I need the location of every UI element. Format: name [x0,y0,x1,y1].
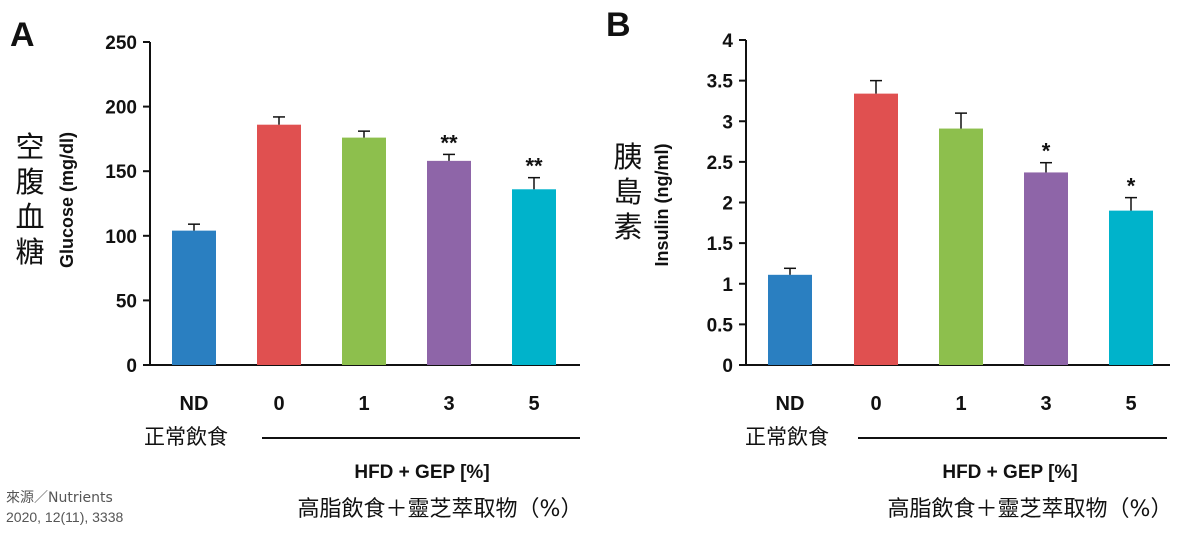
panel-b-hfd-gep-label: HFD + GEP [%] [942,462,1077,483]
panel-b-ylabel: Insulin (ng/ml) [652,144,672,267]
panel-b-y-tick-label: 3.5 [707,72,734,93]
panel-b-significance-label: * [1042,139,1051,164]
panel-b-ylabel-zh: 胰 島 素 [613,140,642,244]
panel-a-significance-label: ** [525,154,543,179]
panel-b-bar [854,93,898,365]
panel-b-y-tick-label: 3 [722,112,733,133]
panel-b-y-tick-label: 2.5 [707,153,734,174]
panel-a-chart: 0 50 100 150 200 250 ND 0 1 ** 3 ** 5 [105,33,580,415]
panel-a-ylabel-zh: 空 腹 血 糖 [15,130,44,269]
source-line-2: 2020, 12(11), 3338 [6,509,123,525]
panel-a-ylabel-zh-char: 血 [15,200,44,234]
panel-a-normal-diet-label: 正常飲食 [144,425,228,449]
panel-b-ylabel-zh-char: 素 [613,210,642,244]
panel-a-bar [257,124,301,365]
panel-a-bar [427,160,471,365]
panel-a-ylabel: Glucose (mg/dl) [57,132,77,268]
panel-b-category-label: 5 [1125,393,1136,415]
panel-a-bar [342,137,386,365]
panel-a-y-tick-label: 0 [126,356,137,377]
panel-a-y-tick-label: 250 [105,33,137,54]
panel-b-category-label: ND [776,393,805,415]
panel-a-y-tick-label: 50 [116,291,137,312]
panel-b-bar [1109,210,1153,365]
panel-a-category-label: ND [180,393,209,415]
panel-a-ylabel-zh-char: 腹 [15,165,44,199]
panel-b-bar [1024,172,1068,365]
panel-b-y-tick-label: 1 [722,275,733,296]
panel-a-y-tick-label: 100 [105,227,137,248]
panel-b-y-tick-label: 2 [722,194,733,215]
panel-b-bar [939,128,983,365]
source-line-1: 來源／Nutrients [6,490,113,506]
panel-b-category-label: 3 [1040,393,1051,415]
panel-a-bar [172,230,216,365]
panel-b-y-tick-label: 0 [722,356,733,377]
panel-b-normal-diet-label: 正常飲食 [745,425,829,449]
panel-a-category-label: 3 [443,393,454,415]
panel-b-y-tick-label: 4 [722,31,733,52]
panel-b-hfd-gep-zh-label: 高脂飲食＋靈芝萃取物（%） [888,497,1173,522]
panel-a-category-label: 1 [358,393,369,415]
panel-a-hfd-gep-zh-label: 高脂飲食＋靈芝萃取物（%） [298,497,583,522]
panel-b-ylabel-zh-char: 胰 [613,140,642,174]
panel-b-letter: B [606,6,631,44]
panel-a-y-tick-label: 200 [105,98,137,119]
panel-a-ylabel-zh-char: 糖 [15,235,44,269]
panel-a-bar [512,189,556,365]
panel-a-letter: A [10,16,35,54]
panel-a-y-tick-label: 150 [105,162,137,183]
panel-b-chart: 0 0.5 1 1.5 2 2.5 3 3.5 4 ND 0 1 * 3 * 5 [707,31,1170,415]
panel-a-hfd-gep-label: HFD + GEP [%] [354,462,489,483]
panel-b-significance-label: * [1127,174,1136,199]
panel-b-category-label: 1 [955,393,966,415]
panel-b-category-label: 0 [870,393,881,415]
panel-a-category-label: 5 [528,393,539,415]
panel-b-y-tick-label: 0.5 [707,315,734,336]
panel-a-significance-label: ** [440,130,458,155]
panel-b-y-tick-label: 1.5 [707,234,734,255]
panel-a-ylabel-zh-char: 空 [15,130,44,164]
panel-b-bar [768,274,812,365]
panel-b-ylabel-zh-char: 島 [613,175,642,209]
panel-a-category-label: 0 [273,393,284,415]
